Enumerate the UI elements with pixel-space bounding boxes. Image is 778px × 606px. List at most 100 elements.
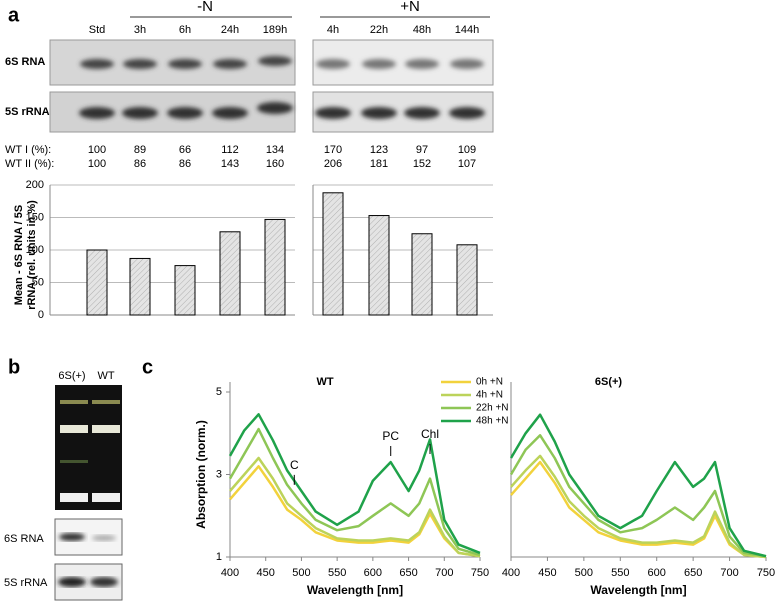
y-tick-label: 0 xyxy=(38,309,44,321)
gel-band xyxy=(80,59,114,69)
bar xyxy=(264,218,286,316)
table-cell: 143 xyxy=(221,158,239,170)
table-cell: 134 xyxy=(266,144,284,156)
spectrum-line xyxy=(509,434,767,558)
gel-band xyxy=(92,425,120,433)
column-label: 144h xyxy=(455,24,479,36)
table-cell: 112 xyxy=(221,144,239,156)
table-cell: 123 xyxy=(370,144,388,156)
gel-band xyxy=(59,533,85,541)
gel-band xyxy=(92,493,120,502)
spectrum-line xyxy=(509,413,767,558)
y-tick-label: 200 xyxy=(26,179,44,191)
x-tick-label: 700 xyxy=(435,567,453,579)
y-tick-label: 5 xyxy=(216,386,222,398)
table-cell: 181 xyxy=(370,158,388,170)
x-axis-label: Wavelength [nm] xyxy=(590,583,686,597)
table-cell: 170 xyxy=(324,144,342,156)
x-tick-label: 650 xyxy=(399,567,417,579)
gel-band xyxy=(213,59,247,69)
bar xyxy=(219,231,241,316)
x-tick-label: 700 xyxy=(720,567,738,579)
gel-band xyxy=(92,400,120,404)
gel-band xyxy=(212,107,248,119)
column-label: 6h xyxy=(179,24,191,36)
gel-band xyxy=(405,59,439,69)
y-tick-label: 3 xyxy=(216,468,222,480)
legend-label: 22h +N xyxy=(476,403,509,414)
panel-label: b xyxy=(8,356,20,378)
x-tick-label: 400 xyxy=(502,567,520,579)
spectrum-line xyxy=(229,465,481,558)
group-label: -N xyxy=(197,0,213,15)
bar xyxy=(86,249,108,316)
gel-band xyxy=(450,59,484,69)
y-tick-label: 100 xyxy=(26,244,44,256)
y-axis-label: Mean - 6S RNA / 5S xyxy=(13,205,25,305)
gel-band xyxy=(315,107,351,119)
gel-image xyxy=(55,385,122,510)
annotation: C xyxy=(290,458,299,472)
panel-label: a xyxy=(8,4,20,26)
table-cell: 152 xyxy=(413,158,431,170)
column-label: 48h xyxy=(413,24,431,36)
bar xyxy=(368,215,390,316)
x-tick-label: 650 xyxy=(684,567,702,579)
column-label: 24h xyxy=(221,24,239,36)
gel-band xyxy=(361,107,397,119)
gel-band xyxy=(258,56,292,66)
x-tick-label: 500 xyxy=(575,567,593,579)
legend-label: 4h +N xyxy=(476,390,503,401)
x-tick-label: 400 xyxy=(221,567,239,579)
group-label: +N xyxy=(400,0,420,15)
gel-band xyxy=(90,577,118,587)
table-cell: 100 xyxy=(88,158,106,170)
bar xyxy=(411,233,433,316)
legend-label: 0h +N xyxy=(476,377,503,388)
y-axis-label: rRNA (rel. units in %) xyxy=(26,200,38,310)
table-cell: 97 xyxy=(416,144,428,156)
gel-band xyxy=(92,535,116,541)
annotation: PC xyxy=(382,429,399,443)
lane-label: 6S(+) xyxy=(58,370,85,382)
gel-band xyxy=(362,59,396,69)
table-cell: 107 xyxy=(458,158,476,170)
y-tick-label: 150 xyxy=(26,211,44,223)
gel-band xyxy=(168,59,202,69)
bar xyxy=(129,257,151,316)
gel-row-label: 6S RNA xyxy=(4,533,44,545)
bar xyxy=(174,265,196,316)
spectrum-line xyxy=(229,456,481,558)
table-cell: 160 xyxy=(266,158,284,170)
x-tick-label: 600 xyxy=(364,567,382,579)
table-cell: 86 xyxy=(134,158,146,170)
annotation: Chl xyxy=(421,427,439,441)
gel-band xyxy=(60,425,88,433)
gel-band xyxy=(404,107,440,119)
x-tick-label: 450 xyxy=(257,567,275,579)
column-label: 4h xyxy=(327,24,339,36)
gel-band xyxy=(449,107,485,119)
gel-band xyxy=(60,460,88,463)
table-cell: 206 xyxy=(324,158,342,170)
table-cell: 89 xyxy=(134,144,146,156)
x-tick-label: 600 xyxy=(648,567,666,579)
bar xyxy=(322,192,344,316)
spectrum-line xyxy=(228,413,481,555)
chart-title: WT xyxy=(316,376,333,388)
spectrum-line xyxy=(510,460,767,559)
lane-label: WT xyxy=(97,370,114,382)
x-tick-label: 550 xyxy=(328,567,346,579)
spectrum-line xyxy=(510,454,767,559)
panel-label: c xyxy=(142,356,153,378)
gel-band xyxy=(257,102,293,114)
column-label: 3h xyxy=(134,24,146,36)
y-axis-label: Absorption (norm.) xyxy=(194,420,208,529)
x-axis-label: Wavelength [nm] xyxy=(307,583,403,597)
gel-band xyxy=(316,59,350,69)
table-cell: 66 xyxy=(179,144,191,156)
gel-band xyxy=(79,107,115,119)
column-label: 22h xyxy=(370,24,388,36)
y-tick-label: 1 xyxy=(216,551,222,563)
